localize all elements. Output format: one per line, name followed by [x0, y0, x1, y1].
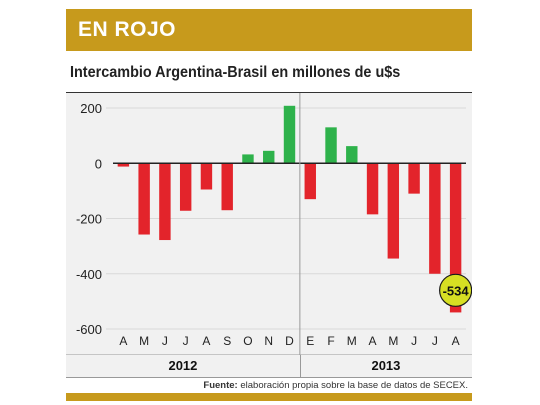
- bar: [304, 163, 316, 200]
- x-tick-label: J: [432, 334, 438, 348]
- y-tick-label: 0: [95, 156, 102, 171]
- year-label: 2012: [168, 358, 198, 373]
- x-tick-label: O: [243, 334, 252, 348]
- chart-title: Intercambio Argentina-Brasil en millones…: [70, 64, 401, 81]
- bar: [117, 163, 130, 167]
- x-tick-label: J: [411, 334, 417, 348]
- bar: [138, 163, 150, 235]
- y-tick-label: -200: [76, 212, 102, 227]
- bar: [449, 163, 462, 313]
- bar: [159, 163, 171, 241]
- source-text: elaboración propia sobre la base de dato…: [240, 380, 468, 391]
- x-tick-label: M: [347, 334, 357, 348]
- x-tick-label: F: [327, 334, 334, 348]
- x-tick-label: J: [162, 334, 168, 348]
- x-tick-label: J: [183, 334, 189, 348]
- bar: [366, 163, 379, 215]
- bar: [263, 150, 275, 164]
- header-title: EN ROJO: [78, 18, 177, 41]
- source-label: Fuente:: [203, 380, 238, 391]
- x-tick-label: A: [369, 334, 377, 348]
- y-tick-label: -600: [76, 322, 102, 337]
- bar: [429, 163, 441, 274]
- x-tick-label: A: [202, 334, 210, 348]
- annotation-label: -534: [443, 283, 470, 298]
- year-row: 2012 2013: [66, 355, 472, 378]
- x-tick-label: M: [388, 334, 398, 348]
- annotation-bubble: [439, 273, 472, 307]
- source-note: Fuente: elaboración propia sobre la base…: [203, 380, 468, 391]
- bar: [200, 163, 213, 190]
- x-tick-label: A: [119, 334, 127, 348]
- bar: [242, 154, 254, 164]
- year-row-divider: [299, 355, 301, 377]
- header-banner: EN ROJO: [66, 9, 472, 51]
- x-tick-label: D: [285, 334, 294, 348]
- title-divider: [66, 92, 472, 93]
- y-tick-label: 200: [80, 101, 102, 116]
- year-label: 2013: [371, 358, 401, 373]
- bar: [283, 105, 296, 164]
- bar: [221, 163, 233, 211]
- x-tick-label: E: [306, 334, 314, 348]
- x-tick-label: N: [264, 334, 273, 348]
- footer-bar: [66, 393, 472, 401]
- x-tick-label: M: [139, 334, 149, 348]
- x-tick-label: A: [452, 334, 460, 348]
- chart-area: 200 0 -200 -400 -600 A M J J A S O N D E F M A M J J A -534: [66, 93, 472, 355]
- y-tick-label: -400: [76, 267, 102, 282]
- bar: [325, 127, 337, 164]
- x-tick-label: S: [223, 334, 231, 348]
- bar: [387, 163, 400, 259]
- bar: [179, 163, 192, 211]
- bar: [408, 163, 420, 194]
- bar: [346, 146, 358, 164]
